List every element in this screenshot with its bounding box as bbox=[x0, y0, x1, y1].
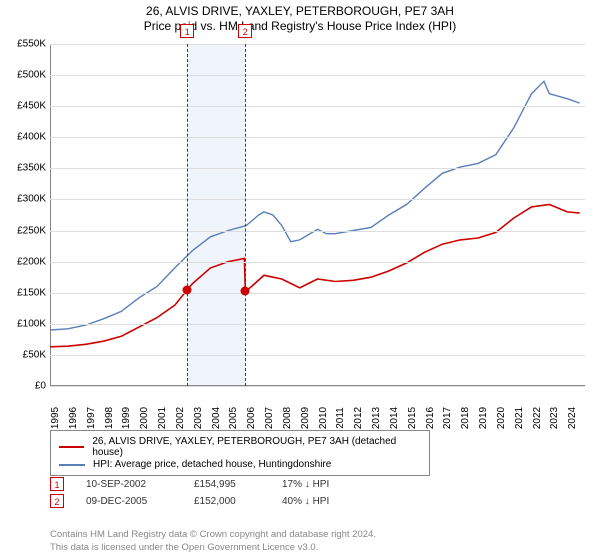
x-tick-label: 2016 bbox=[425, 407, 436, 429]
title-subtitle: Price paid vs. HM Land Registry's House … bbox=[0, 19, 600, 33]
x-tick-label: 2020 bbox=[496, 407, 507, 429]
grid-line bbox=[50, 137, 585, 138]
x-tick-label: 1999 bbox=[121, 407, 132, 429]
grid-line bbox=[50, 293, 585, 294]
x-tick-label: 2014 bbox=[389, 407, 400, 429]
footer-line: This data is licensed under the Open Gov… bbox=[50, 542, 376, 554]
x-tick-label: 2023 bbox=[549, 407, 560, 429]
grid-line bbox=[50, 168, 585, 169]
sale-marker-line bbox=[245, 44, 246, 386]
grid-line bbox=[50, 106, 585, 107]
grid-line bbox=[50, 386, 585, 387]
x-tick-label: 2024 bbox=[567, 407, 578, 429]
x-tick-label: 1998 bbox=[104, 407, 115, 429]
x-tick-label: 1995 bbox=[50, 407, 61, 429]
footer-attribution: Contains HM Land Registry data © Crown c… bbox=[50, 529, 376, 554]
y-tick-label: £450K bbox=[6, 101, 46, 112]
chart-container: 26, ALVIS DRIVE, YAXLEY, PETERBOROUGH, P… bbox=[0, 0, 600, 560]
footer-line: Contains HM Land Registry data © Crown c… bbox=[50, 529, 376, 541]
x-tick-label: 2017 bbox=[442, 407, 453, 429]
legend-item: 26, ALVIS DRIVE, YAXLEY, PETERBOROUGH, P… bbox=[59, 436, 421, 458]
sale-diff: 40% ↓ HPI bbox=[282, 496, 352, 507]
y-tick-label: £400K bbox=[6, 132, 46, 143]
sale-marker-box: 1 bbox=[50, 477, 64, 491]
legend-label: HPI: Average price, detached house, Hunt… bbox=[93, 459, 331, 470]
y-tick-label: £500K bbox=[6, 70, 46, 81]
x-tick-label: 2005 bbox=[228, 407, 239, 429]
legend-box: 26, ALVIS DRIVE, YAXLEY, PETERBOROUGH, P… bbox=[50, 430, 430, 476]
chart-plot-area: £0£50K£100K£150K£200K£250K£300K£350K£400… bbox=[50, 44, 585, 386]
grid-line bbox=[50, 44, 585, 45]
x-tick-label: 2002 bbox=[175, 407, 186, 429]
sale-price: £154,995 bbox=[194, 479, 282, 490]
x-tick-label: 2013 bbox=[371, 407, 382, 429]
y-tick-label: £350K bbox=[6, 163, 46, 174]
x-tick-labels: 1995 1996 1997 1998 1999 2000 2001 2002 2003 2004… bbox=[50, 390, 585, 430]
y-tick-label: £0 bbox=[6, 381, 46, 392]
x-tick-label: 2004 bbox=[211, 407, 222, 429]
grid-line bbox=[50, 262, 585, 263]
y-tick-label: £550K bbox=[6, 39, 46, 50]
x-tick-label: 2022 bbox=[532, 407, 543, 429]
sale-marker-badge: 1 bbox=[180, 24, 194, 38]
sale-marker-box: 2 bbox=[50, 494, 64, 508]
x-tick-label: 2010 bbox=[318, 407, 329, 429]
x-tick-label: 2007 bbox=[264, 407, 275, 429]
grid-line bbox=[50, 75, 585, 76]
y-tick-label: £250K bbox=[6, 225, 46, 236]
x-tick-label: 2003 bbox=[193, 407, 204, 429]
series-property_price bbox=[50, 204, 580, 346]
x-tick-label: 1996 bbox=[68, 407, 79, 429]
sale-date: 09-DEC-2005 bbox=[86, 496, 194, 507]
legend-label: 26, ALVIS DRIVE, YAXLEY, PETERBOROUGH, P… bbox=[92, 436, 421, 458]
sale-row: 2 09-DEC-2005 £152,000 40% ↓ HPI bbox=[50, 494, 352, 508]
x-tick-label: 1997 bbox=[86, 407, 97, 429]
x-tick-label: 2011 bbox=[335, 407, 346, 429]
sale-marker-dot bbox=[183, 285, 192, 294]
title-address: 26, ALVIS DRIVE, YAXLEY, PETERBOROUGH, P… bbox=[0, 4, 600, 18]
y-tick-label: £100K bbox=[6, 318, 46, 329]
sale-marker-badge: 2 bbox=[238, 24, 252, 38]
x-tick-label: 2001 bbox=[157, 407, 168, 429]
sale-marker-line bbox=[187, 44, 188, 386]
x-tick-label: 2015 bbox=[407, 407, 418, 429]
grid-line bbox=[50, 355, 585, 356]
x-tick-label: 2012 bbox=[353, 407, 364, 429]
sale-diff: 17% ↓ HPI bbox=[282, 479, 352, 490]
sale-marker-dot bbox=[241, 287, 250, 296]
x-tick-label: 2019 bbox=[478, 407, 489, 429]
legend-item: HPI: Average price, detached house, Hunt… bbox=[59, 459, 421, 470]
legend-swatch bbox=[59, 464, 85, 466]
arrow-down-icon: ↓ bbox=[305, 479, 310, 490]
x-tick-label: 2009 bbox=[300, 407, 311, 429]
y-tick-label: £200K bbox=[6, 256, 46, 267]
sale-date: 10-SEP-2002 bbox=[86, 479, 194, 490]
x-tick-label: 2021 bbox=[514, 407, 525, 429]
x-tick-label: 2018 bbox=[460, 407, 471, 429]
y-tick-label: £300K bbox=[6, 194, 46, 205]
grid-line bbox=[50, 199, 585, 200]
sale-row: 1 10-SEP-2002 £154,995 17% ↓ HPI bbox=[50, 477, 352, 491]
y-tick-label: £150K bbox=[6, 287, 46, 298]
grid-line bbox=[50, 231, 585, 232]
legend-swatch bbox=[59, 446, 84, 448]
x-tick-label: 2000 bbox=[139, 407, 150, 429]
x-tick-label: 2008 bbox=[282, 407, 293, 429]
sales-table: 1 10-SEP-2002 £154,995 17% ↓ HPI 2 09-DE… bbox=[50, 474, 352, 511]
plot-svg bbox=[50, 44, 585, 386]
arrow-down-icon: ↓ bbox=[305, 496, 310, 507]
title-block: 26, ALVIS DRIVE, YAXLEY, PETERBOROUGH, P… bbox=[0, 0, 600, 33]
grid-line bbox=[50, 324, 585, 325]
x-tick-label: 2006 bbox=[246, 407, 257, 429]
sale-price: £152,000 bbox=[194, 496, 282, 507]
y-tick-label: £50K bbox=[6, 349, 46, 360]
